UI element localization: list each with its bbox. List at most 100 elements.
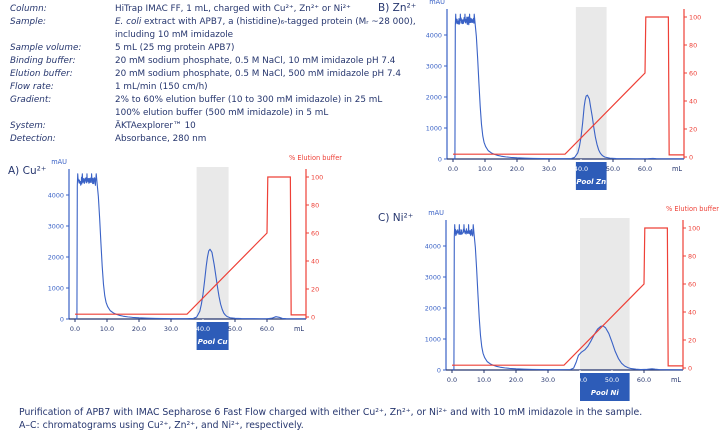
y-axis-title: mAU [51,158,67,166]
param-value-line: Absorbance, 280 nm [115,134,207,144]
y2-axis-title: % Elution buffer [666,205,719,213]
param-value: E. coli extract with APB7, a (histidine)… [115,16,416,42]
pool-label: Pool Cu [198,338,228,346]
y-tick-label: 4000 [48,191,64,199]
param-label: Gradient: [10,95,52,105]
uv-curve [75,173,307,320]
x-tick-label: 0.0 [448,165,458,173]
x-tick-label: 60.0 [260,325,274,333]
x-axis-unit: mL [671,376,681,384]
x-tick-label: 30.0 [542,165,556,173]
pool-band [575,7,607,159]
param-value: 20 mM sodium phosphate, 0.5 M NaCl, 500 … [115,68,401,81]
x-tick-label: 60.0 [637,376,651,384]
param-value-line: 20 mM sodium phosphate, 0.5 M NaCl, 10 m… [115,56,396,66]
param-label: System: [10,121,46,131]
param-value-line: HiTrap IMAC FF, 1 mL, charged with Cu²⁺,… [115,4,351,14]
method-row: Elution buffer: 20 mM sodium phosphate, 0… [10,68,470,81]
chromatogram-svg-C: 0 1000 2000 3000 4000 mAU 0 20 40 60 80 100 % Elutio… [425,205,719,401]
y-tick-label: 0 [438,155,442,163]
y-tick-label: 4000 [425,242,441,250]
method-row: Column: HiTrap IMAC FF, 1 mL, charged wit… [10,3,470,16]
param-label: Elution buffer: [10,69,73,79]
y-tick-label: 1000 [48,284,64,292]
y-tick-label: 2000 [48,253,64,261]
y2-tick-label: 100 [688,224,700,232]
method-row: Sample: E. coli extract with APB7, a (his… [10,16,470,42]
param-value-line: ÄKTAexplorer™ 10 [115,121,196,131]
param-label: Flow rate: [10,82,54,92]
x-tick-label: 40.0 [573,376,587,384]
param-value-line: 5 mL (25 mg protein APB7) [115,43,235,53]
param-value: Absorbance, 280 nm [115,133,206,146]
y2-tick-label: 60 [311,229,319,237]
x-tick-label: 10.0 [478,165,492,173]
param-label: Detection: [10,134,56,144]
y2-tick-label: 80 [311,201,319,209]
method-table: Column: HiTrap IMAC FF, 1 mL, charged wit… [10,3,470,146]
pool-box [580,373,630,401]
panel-label-a: A) Cu²⁺ [8,165,47,177]
param-value: HiTrap IMAC FF, 1 mL, charged with Cu²⁺,… [115,3,351,16]
y2-tick-label: 20 [688,336,696,344]
caption-line-1: Purification of APB7 with IMAC Sepharose… [19,407,643,418]
pool-label: Pool Zn [576,178,606,186]
param-value: 20 mM sodium phosphate, 0.5 M NaCl, 10 m… [115,55,395,68]
y-tick-label: 1000 [426,124,442,132]
param-value-line: 1 mL/min (150 cm/h) [115,82,208,92]
x-tick-label: 20.0 [132,325,146,333]
pool-box [196,322,229,350]
y2-axis-title: % Elution buffer [667,0,719,2]
y-tick-label: 0 [60,315,64,323]
gradient-curve [75,176,307,316]
x-tick-label: 40.0 [574,165,588,173]
method-row: Binding buffer: 20 mM sodium phosphate, 0… [10,55,470,68]
param-label: Column: [10,4,47,14]
y2-tick-label: 0 [311,313,315,321]
y2-tick-label: 0 [689,153,693,161]
x-tick-label: 30.0 [541,376,555,384]
chromatogram-svg-A: 0 1000 2000 3000 4000 mAU 0 20 40 60 80 100 % Elutio… [48,154,342,350]
y2-tick-label: 20 [311,285,319,293]
y-tick-label: 0 [437,366,441,374]
y2-tick-label: 80 [689,41,697,49]
y2-tick-label: 60 [688,280,696,288]
y2-tick-label: 0 [688,364,692,372]
y-tick-label: 1000 [425,335,441,343]
y2-tick-label: 40 [689,97,697,105]
x-tick-label: 30.0 [164,325,178,333]
param-value: 1 mL/min (150 cm/h) [115,81,208,94]
x-tick-label: 50.0 [605,376,619,384]
y2-tick-label: 100 [311,173,323,181]
x-tick-label: 0.0 [447,376,457,384]
param-label: Sample: [10,17,46,27]
x-tick-label: 10.0 [100,325,114,333]
y-axis-title: mAU [429,0,445,6]
param-value-line: 100% elution buffer (500 mM imidazole) i… [115,108,329,118]
param-value-line: 20 mM sodium phosphate, 0.5 M NaCl, 500 … [115,69,401,79]
param-value: ÄKTAexplorer™ 10 [115,120,196,133]
x-tick-label: 20.0 [510,165,524,173]
y2-tick-label: 80 [688,252,696,260]
method-row: System: ÄKTAexplorer™ 10 [10,120,470,133]
y2-tick-label: 60 [689,69,697,77]
chromatogram-cu: 0 1000 2000 3000 4000 mAU 0 20 40 60 80 100 % Elutio… [29,151,344,353]
method-row: Detection: Absorbance, 280 nm [10,133,470,146]
param-value-line: including 10 mM imidazole [115,30,234,40]
uv-curve [453,13,685,160]
x-tick-label: 50.0 [606,165,620,173]
x-tick-label: 20.0 [509,376,523,384]
y2-tick-label: 20 [689,125,697,133]
x-tick-label: 40.0 [196,325,210,333]
x-axis-unit: mL [294,325,304,333]
pool-band [196,167,229,319]
method-row: Sample volume: 5 mL (25 mg protein APB7) [10,42,470,55]
chromatogram-ni: 0 1000 2000 3000 4000 mAU 0 20 40 60 80 100 % Elutio… [406,202,719,404]
caption-line-2: A–C: chromatograms using Cu²⁺, Zn²⁺, and… [19,420,304,431]
x-tick-label: 10.0 [477,376,491,384]
param-value: 5 mL (25 mg protein APB7) [115,42,234,55]
uv-curve [452,224,684,371]
param-label: Sample volume: [10,43,82,53]
y-axis-title: mAU [428,209,444,217]
